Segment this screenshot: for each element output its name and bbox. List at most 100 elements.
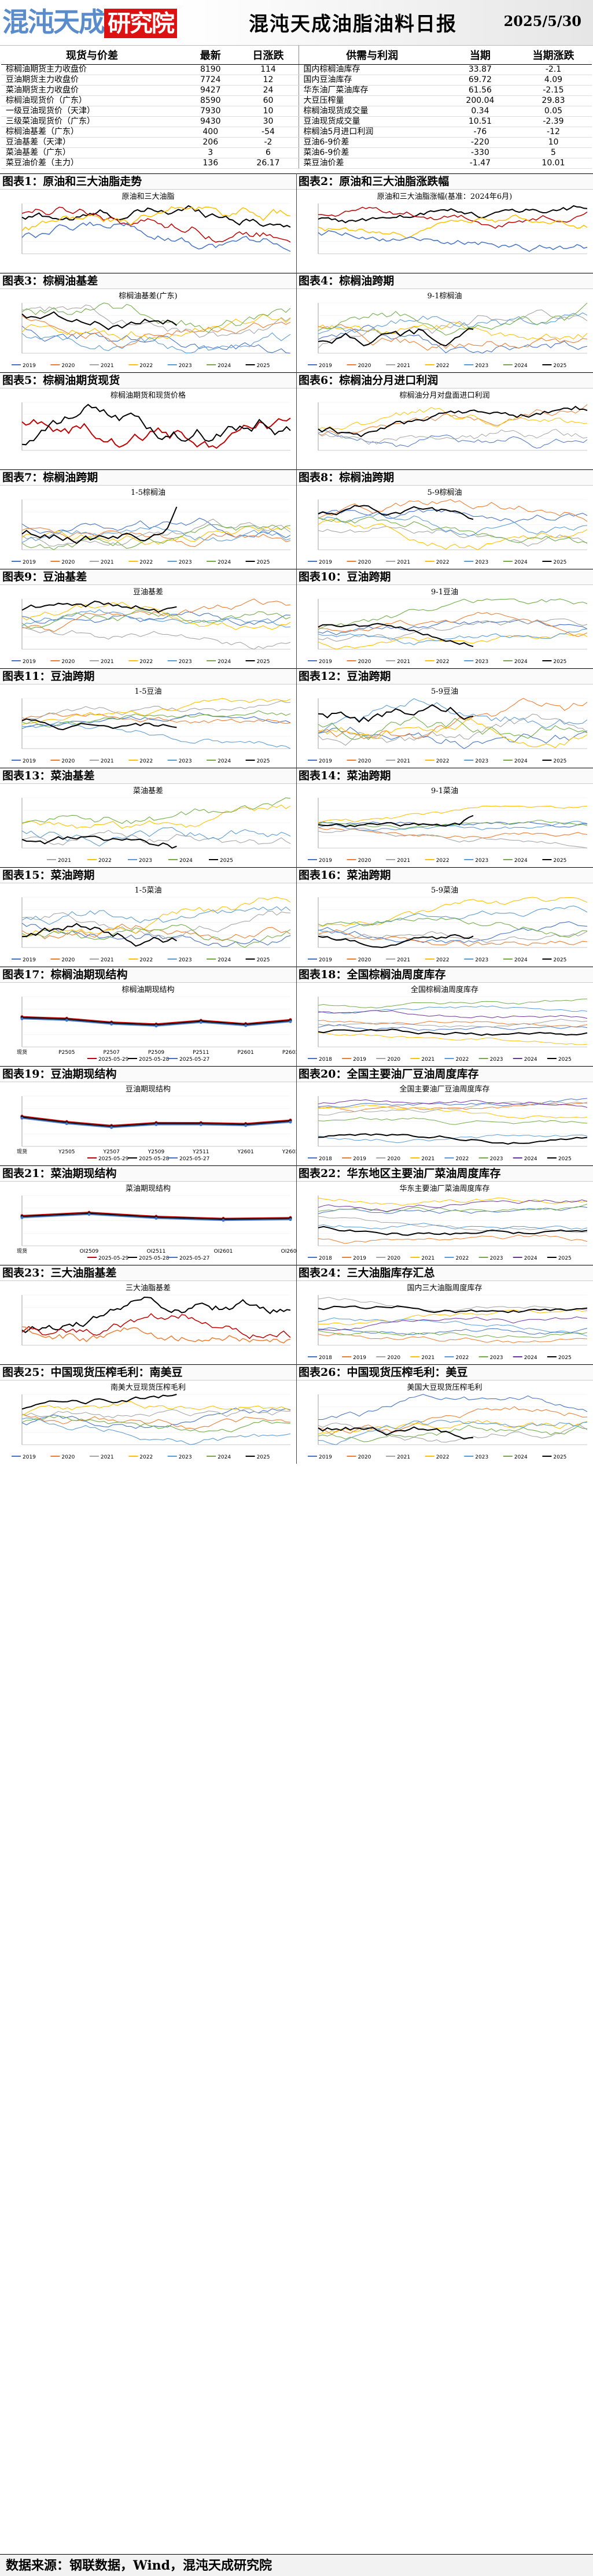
legend-label: 2021: [101, 363, 114, 369]
series-line: [318, 998, 588, 1009]
series-line: [21, 506, 178, 545]
chart-svg: 棕榈油分月对盘面进口利润: [318, 391, 588, 451]
chart-panel-label: 图表2：原油和三大油脂涨跌幅: [296, 173, 593, 190]
legend-label: 2023: [475, 363, 488, 369]
price-table-cell: 9430: [183, 116, 238, 127]
series-line: [21, 827, 291, 847]
chart-title: 菜油基差: [133, 787, 163, 795]
series-line: [318, 820, 588, 831]
chart-panel-label: 图表21：菜油期现结构: [0, 1165, 296, 1182]
legend-label: 2025-05-29: [98, 1156, 129, 1162]
series-line: [21, 517, 291, 538]
series-line: [318, 324, 588, 354]
series-line: [318, 1101, 588, 1116]
price-table-cell: 33.87: [445, 64, 515, 75]
series-line: [318, 1426, 474, 1440]
price-table-cell: 7930: [183, 106, 238, 117]
price-table-cell: 61.56: [445, 85, 515, 96]
chart-svg: 国内三大油脂周度库存 2018 2019 2020 2021 2022 2023 2024 20…: [308, 1283, 588, 1361]
price-table-cell: 豆油基差（天津）: [1, 137, 183, 148]
x-tick-label: 现货: [17, 1248, 27, 1254]
legend-label: 2021: [397, 659, 410, 665]
legend-label: 2023: [179, 363, 192, 369]
x-tick-label: P2601: [237, 1050, 253, 1056]
chart-panel-label: 图表19：豆油期现结构: [0, 1066, 296, 1082]
legend-label: 2019: [319, 858, 332, 864]
price-table-cell: 国内豆油库存: [298, 75, 445, 86]
chart-panel: 图表14：菜油跨期 9-1菜油 2019 2020 2021 2022 2023 2024 20…: [296, 768, 593, 867]
chart-title: 华东主要油厂菜油周度库存: [399, 1184, 489, 1193]
chart-title: 1-5菜油: [135, 886, 162, 895]
series-line: [318, 312, 588, 335]
legend-label: 2021: [101, 758, 114, 764]
chart-title: 菜油期现结构: [126, 1185, 171, 1193]
x-tick-label: OI2511: [147, 1249, 166, 1254]
series-line: [318, 1104, 588, 1119]
series-line: [318, 324, 588, 351]
legend-label: 2020: [61, 758, 75, 764]
series-line: [21, 311, 177, 331]
series-line: [318, 698, 588, 739]
chart-panel-label: 图表26：中国现货压榨毛利：美豆: [296, 1364, 593, 1380]
x-tick-label: Y2511: [192, 1149, 209, 1155]
series-line: [21, 924, 291, 948]
chart-panel: 图表9：豆油基差 豆油基差 2019 2020 2021 2022 2023 2024 2025: [0, 569, 296, 668]
price-table-cell: -2.39: [514, 116, 592, 127]
price-table-cell: 26.17: [238, 158, 299, 169]
chart-panel: 图表12：豆油跨期 5-9豆油 2019 2020 2021 2022 2023 2024 20…: [296, 668, 593, 768]
legend-label: 2023: [475, 957, 488, 963]
price-table-cell: 5: [514, 147, 592, 158]
series-line: [318, 328, 474, 347]
report-title: 混沌天成油脂油料日报: [249, 13, 457, 36]
chart-title: 5-9菜油: [431, 886, 458, 895]
series-line: [21, 206, 291, 231]
legend-label: 2024: [218, 758, 231, 764]
legend-label: 2021: [397, 758, 410, 764]
chart-panel-label: 图表13：菜油基差: [0, 768, 296, 784]
series-line: [21, 1408, 291, 1419]
col-header-spot: 现货与价差: [1, 46, 183, 65]
chart-title: 豆油期现结构: [126, 1085, 171, 1094]
legend-label: 2020: [61, 659, 75, 665]
series-line: [318, 1216, 588, 1233]
price-table-cell: 棕榈油期货主力收盘价: [1, 64, 183, 75]
series-line: [21, 221, 291, 252]
price-table-row: 棕榈油期货主力收盘价 8190 114 国内棕榈油库存 33.87 -2.1: [1, 64, 592, 75]
legend-label: 2023: [179, 560, 192, 565]
legend-label: 2023: [490, 1057, 503, 1063]
series-line: [21, 315, 291, 348]
chart-panel-label: 图表4：棕榈油跨期: [296, 273, 593, 289]
series-line: [318, 815, 474, 827]
chart-panel: 图表3：棕榈油基差 棕榈油基差(广东) 2019 2020 2021 2022 2023 20…: [0, 273, 296, 372]
legend-label: 2022: [436, 758, 450, 764]
legend-label: 2023: [475, 659, 488, 665]
series-line: [318, 1424, 588, 1442]
legend-label: 2025: [257, 758, 270, 764]
legend-label: 2019: [319, 1454, 332, 1460]
series-line: [21, 830, 291, 846]
chart-panel-label: 图表20：全国主要油厂豆油周度库存: [296, 1066, 593, 1082]
series-line: [318, 821, 588, 828]
series-line: [21, 332, 291, 354]
price-table-cell: 10.01: [514, 158, 592, 169]
price-table-cell: 菜油基差（广东）: [1, 147, 183, 158]
chart-panel: 图表6：棕榈油分月进口利润 棕榈油分月对盘面进口利润: [296, 372, 593, 469]
legend-label: 2019: [23, 659, 36, 665]
legend-label: 2025: [257, 957, 270, 963]
series-line: [318, 929, 588, 947]
chart-panel-label: 图表14：菜油跨期: [296, 768, 593, 784]
legend-label: 2019: [319, 957, 332, 963]
legend-label: 2025: [553, 758, 566, 764]
legend-label: 2025: [558, 1256, 572, 1261]
price-table-cell: -330: [445, 147, 515, 158]
series-line: [21, 1401, 291, 1416]
legend-label: 2023: [490, 1256, 503, 1261]
legend-label: 2022: [436, 858, 450, 864]
chart-title: 9-1菜油: [431, 787, 458, 795]
legend-label: 2024: [514, 758, 528, 764]
chart-svg: 1-5棕榈油 2019 2020 2021 2022 2023 2024 2025: [12, 488, 291, 565]
series-line: [21, 923, 177, 947]
price-table-cell: 24: [238, 85, 299, 96]
price-table-cell: 8590: [183, 95, 238, 106]
